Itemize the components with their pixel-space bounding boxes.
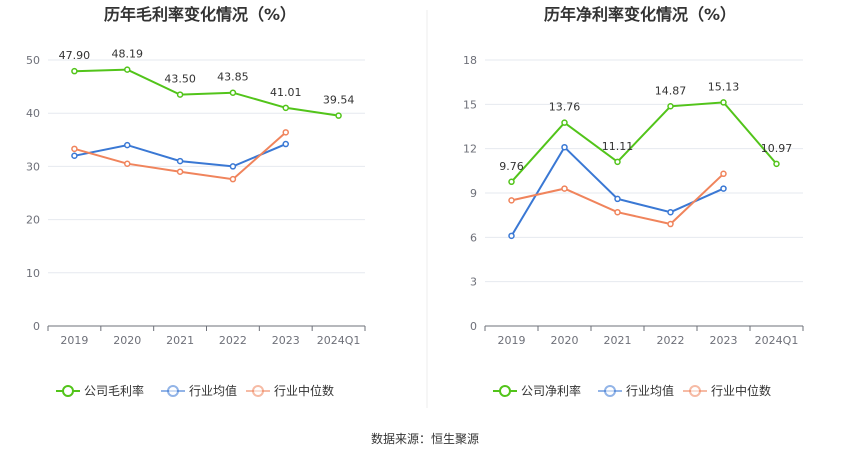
data-label: 9.76 <box>499 160 524 173</box>
series-line-company <box>510 101 778 183</box>
x-tick-label: 2020 <box>113 334 141 347</box>
x-tick-label: 2023 <box>272 334 300 347</box>
y-tick-label: 3 <box>470 276 477 289</box>
data-label: 43.85 <box>217 71 249 84</box>
x-tick-label: 2024Q1 <box>317 334 361 347</box>
net-margin-title: 历年净利率变化情况（%） <box>544 5 736 24</box>
line-circle-icon <box>167 385 179 397</box>
x-tick-label: 2024Q1 <box>755 334 799 347</box>
y-tick-label: 20 <box>26 214 40 227</box>
data-point-industry_avg <box>124 141 131 149</box>
source-footer: 数据来源：恒生聚源 <box>371 431 479 446</box>
x-tick-label: 2023 <box>710 334 738 347</box>
y-tick-label: 12 <box>463 143 477 156</box>
data-label: 13.76 <box>549 101 581 114</box>
y-tick-label: 30 <box>26 160 40 173</box>
data-point-industry_median <box>176 168 184 175</box>
x-tick-label: 2020 <box>551 334 579 347</box>
gross-margin-title: 历年毛利率变化情况（%） <box>104 5 296 24</box>
legend-label-company: 公司毛利率 <box>84 383 144 398</box>
x-tick-label: 2022 <box>219 334 247 347</box>
line-circle-icon <box>62 385 74 397</box>
x-tick-label: 2021 <box>604 334 632 347</box>
data-label: 11.11 <box>602 140 634 153</box>
y-tick-label: 18 <box>463 54 477 67</box>
data-point-industry_avg <box>561 143 568 151</box>
x-tick-label: 2019 <box>60 334 88 347</box>
data-label: 41.01 <box>270 86 302 99</box>
data-point-company <box>176 91 184 98</box>
data-point-industry_median <box>229 175 237 183</box>
y-tick-label: 0 <box>470 320 477 333</box>
y-tick-label: 40 <box>26 107 40 120</box>
data-point-industry_avg <box>229 163 237 170</box>
data-point-company <box>614 158 621 166</box>
legend-label-industry_median: 行业中位数 <box>711 383 771 398</box>
y-tick-label: 9 <box>470 187 477 200</box>
y-tick-label: 0 <box>33 320 40 333</box>
data-label: 48.19 <box>112 48 144 61</box>
y-tick-label: 15 <box>463 98 477 111</box>
data-point-industry_avg <box>71 152 78 160</box>
x-tick-label: 2021 <box>166 334 194 347</box>
data-point-industry_median <box>508 197 515 204</box>
data-label: 14.87 <box>655 84 687 97</box>
data-point-company <box>773 160 780 168</box>
legend-label-industry_avg: 行业均值 <box>626 383 674 398</box>
series-line-company <box>74 68 339 117</box>
data-label: 15.13 <box>708 80 740 93</box>
data-point-industry_avg <box>720 185 727 192</box>
line-circle-icon <box>499 385 511 397</box>
data-point-company <box>720 99 727 106</box>
data-label: 43.50 <box>164 73 196 86</box>
data-point-company <box>282 104 289 112</box>
y-tick-label: 6 <box>470 231 477 244</box>
data-point-company <box>124 66 131 73</box>
data-point-company <box>229 89 237 96</box>
data-point-company <box>667 103 674 110</box>
data-point-industry_avg <box>667 208 674 216</box>
data-point-industry_median <box>720 170 727 178</box>
legend-label-industry_median: 行业中位数 <box>274 383 334 398</box>
data-point-industry_median <box>561 185 568 192</box>
data-label: 10.97 <box>761 142 793 155</box>
data-point-company <box>508 178 515 186</box>
line-circle-icon <box>604 385 616 397</box>
data-point-industry_median <box>71 145 78 153</box>
data-point-company <box>561 119 568 126</box>
legend-label-company: 公司净利率 <box>521 383 581 398</box>
y-tick-label: 50 <box>26 54 40 67</box>
x-tick-label: 2022 <box>657 334 685 347</box>
data-point-company <box>335 112 342 119</box>
net-margin-chart: 历年净利率变化情况（%） 0 3 6 9 12 15 18 2019 2020 2021 2022 2… <box>463 5 804 398</box>
y-tick-label: 10 <box>26 267 40 280</box>
line-circle-icon <box>252 385 264 397</box>
data-point-industry_median <box>667 220 674 228</box>
legend-label-industry_avg: 行业均值 <box>189 383 237 398</box>
data-label: 39.54 <box>323 94 355 107</box>
data-label: 47.90 <box>59 49 91 62</box>
x-tick-label: 2019 <box>498 334 526 347</box>
data-point-industry_avg <box>614 195 621 203</box>
data-point-industry_median <box>124 160 131 167</box>
data-point-industry_median <box>282 129 289 136</box>
data-point-industry_median <box>614 208 621 216</box>
data-point-industry_avg <box>282 140 289 148</box>
gross-margin-chart: 历年毛利率变化情况（%） 0 10 20 30 40 50 2019 2020 2021 2022… <box>26 5 366 398</box>
data-point-industry_avg <box>508 232 515 240</box>
line-circle-icon <box>689 385 701 397</box>
data-point-company <box>71 67 78 75</box>
data-point-industry_avg <box>176 157 184 165</box>
